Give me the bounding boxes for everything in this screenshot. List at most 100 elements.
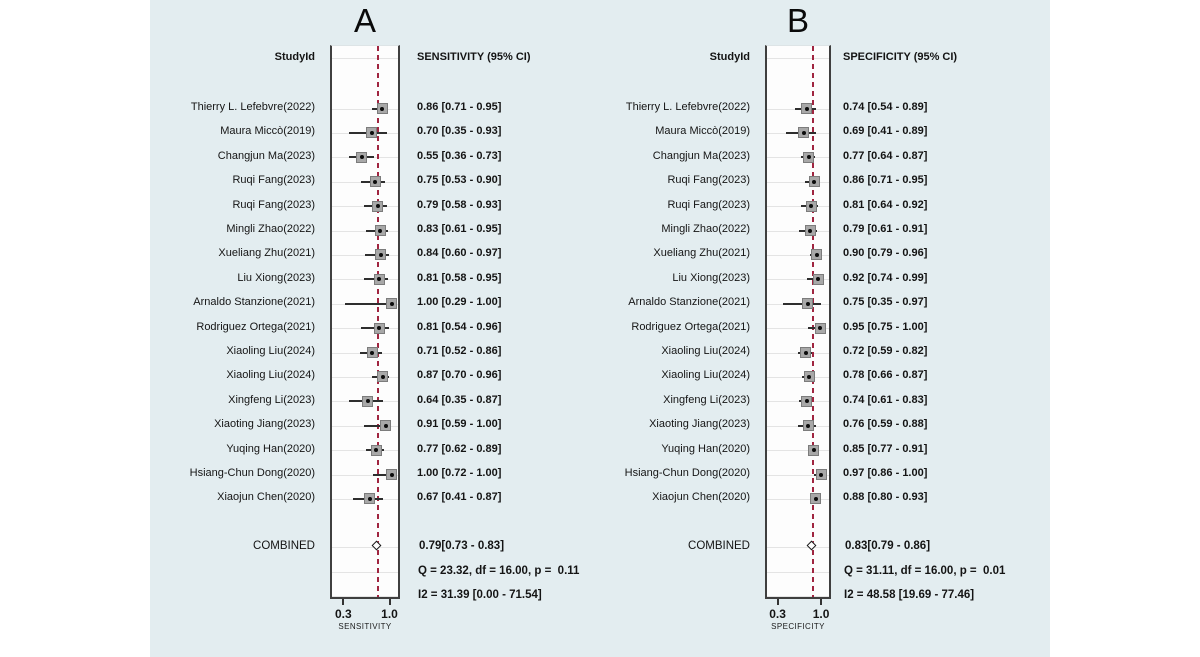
gridline xyxy=(332,474,398,476)
value-column-header: SPECIFICITY (95% CI) xyxy=(843,51,958,63)
ci-line xyxy=(373,473,392,476)
point-estimate-marker xyxy=(366,347,378,358)
point-estimate-marker xyxy=(372,200,384,212)
study-label: Xiaoting Jiang(2023) xyxy=(214,418,315,431)
ci-value-label: 0.75 [0.53 - 0.90] xyxy=(417,174,502,187)
ci-value-label: 0.91 [0.59 - 1.00] xyxy=(417,418,502,431)
plot-area xyxy=(765,45,831,599)
gridline xyxy=(767,58,829,59)
point-estimate-marker xyxy=(373,322,385,334)
point-estimate-marker xyxy=(375,249,387,261)
point-estimate-marker xyxy=(812,273,824,285)
study-column-header: StudyId xyxy=(709,51,750,63)
ci-value-label: 0.74 [0.61 - 0.83] xyxy=(843,393,928,406)
axis-tick-label-min: 0.3 xyxy=(769,607,786,621)
figure-background xyxy=(150,0,1050,657)
gridline xyxy=(332,108,398,110)
point-estimate-marker xyxy=(814,322,826,334)
gridline xyxy=(767,571,829,573)
study-label: Maura Miccò(2019) xyxy=(655,125,750,138)
point-estimate-marker xyxy=(386,298,397,310)
gridline xyxy=(767,595,829,597)
study-label: Changjun Ma(2023) xyxy=(652,149,750,162)
axis-tick-label-max: 1.0 xyxy=(812,607,830,621)
study-label: Rodriguez Ortega(2021) xyxy=(631,320,750,333)
point-estimate-marker xyxy=(370,444,382,456)
combined-estimate-value: 0.79[0.73 - 0.83] xyxy=(419,539,505,552)
point-estimate-marker xyxy=(801,103,813,114)
ci-value-label: 0.78 [0.66 - 0.87] xyxy=(843,369,928,382)
heterogeneity-q-stat: Q = 23.32, df = 16.00, p = 0.11 xyxy=(418,564,580,577)
study-label: Mingli Zhao(2022) xyxy=(226,223,315,235)
ci-value-label: 0.71 [0.52 - 0.86] xyxy=(417,345,502,357)
gridline xyxy=(332,571,398,573)
study-label: Ruqi Fang(2023) xyxy=(232,198,315,211)
study-label: Ruqi Fang(2023) xyxy=(232,174,315,187)
ci-value-label: 0.74 [0.54 - 0.89] xyxy=(843,101,928,113)
study-label: Hsiang-Chun Dong(2020) xyxy=(189,467,315,479)
gridline xyxy=(767,279,829,281)
point-estimate-marker xyxy=(364,493,376,505)
point-estimate-marker xyxy=(808,176,820,188)
gridline xyxy=(767,474,829,476)
ci-value-label: 0.81 [0.58 - 0.95] xyxy=(417,271,502,284)
study-label: Xiaoling Liu(2024) xyxy=(661,345,750,357)
point-estimate-marker xyxy=(811,249,823,261)
axis-tick xyxy=(342,599,345,605)
gridline xyxy=(767,498,829,500)
ci-value-label: 0.69 [0.41 - 0.89] xyxy=(843,125,928,138)
study-label: Maura Miccò(2019) xyxy=(220,125,315,138)
ci-value-label: 0.97 [0.86 - 1.00] xyxy=(843,467,928,479)
axis-tick xyxy=(776,599,779,605)
point-estimate-marker xyxy=(356,151,368,163)
heterogeneity-q-stat: Q = 31.11, df = 16.00, p = 0.01 xyxy=(844,564,1006,577)
gridline xyxy=(767,450,829,452)
ci-value-label: 0.83 [0.61 - 0.95] xyxy=(417,223,502,235)
value-column-header: SENSITIVITY (95% CI) xyxy=(417,51,531,63)
ci-value-label: 0.86 [0.71 - 0.95] xyxy=(417,101,502,113)
point-estimate-marker xyxy=(376,103,388,114)
ci-value-label: 0.90 [0.79 - 0.96] xyxy=(843,247,928,260)
point-estimate-marker xyxy=(362,395,374,407)
ci-value-label: 0.85 [0.77 - 0.91] xyxy=(843,442,928,455)
ci-value-label: 1.00 [0.72 - 1.00] xyxy=(417,467,502,479)
study-label: Mingli Zhao(2022) xyxy=(661,223,750,235)
gridline xyxy=(767,401,829,403)
combined-row-label: COMBINED xyxy=(688,539,750,552)
ci-value-label: 1.00 [0.29 - 1.00] xyxy=(417,296,502,309)
point-estimate-marker xyxy=(808,444,820,456)
study-label: Xiaoling Liu(2024) xyxy=(661,369,750,382)
gridline xyxy=(767,206,829,208)
study-label: Xiaojun Chen(2020) xyxy=(652,491,750,504)
gridline xyxy=(332,230,398,232)
ci-value-label: 0.81 [0.64 - 0.92] xyxy=(843,198,928,211)
gridline xyxy=(332,595,398,597)
ci-value-label: 0.76 [0.59 - 0.88] xyxy=(843,418,928,431)
study-label: Xiaoling Liu(2024) xyxy=(226,369,315,382)
ci-value-label: 0.79 [0.58 - 0.93] xyxy=(417,198,502,211)
ci-value-label: 0.67 [0.41 - 0.87] xyxy=(417,491,502,504)
combined-reference-line xyxy=(811,46,814,597)
gridline xyxy=(332,546,398,548)
ci-value-label: 0.95 [0.75 - 1.00] xyxy=(843,320,928,333)
point-estimate-marker xyxy=(804,225,816,236)
point-estimate-marker xyxy=(801,395,813,407)
x-axis-title: SPECIFICITY xyxy=(771,622,825,631)
ci-value-label: 0.70 [0.35 - 0.93] xyxy=(417,125,502,138)
point-estimate-marker xyxy=(374,225,386,236)
gridline xyxy=(332,254,398,256)
study-label: Thierry L. Lefebvre(2022) xyxy=(190,101,315,113)
study-label: Xueliang Zhu(2021) xyxy=(218,247,315,260)
study-label: Xiaoling Liu(2024) xyxy=(226,345,315,357)
panel-letter-b: B xyxy=(786,2,810,39)
study-label: Yuqing Han(2020) xyxy=(661,442,750,455)
study-label: Xingfeng Li(2023) xyxy=(228,393,315,406)
ci-value-label: 0.86 [0.71 - 0.95] xyxy=(843,174,928,187)
point-estimate-marker xyxy=(369,176,381,188)
study-label: Yuqing Han(2020) xyxy=(226,442,315,455)
ci-line xyxy=(782,302,822,305)
combined-diamond xyxy=(806,540,816,550)
combined-diamond xyxy=(371,540,382,550)
point-estimate-marker xyxy=(803,151,815,163)
